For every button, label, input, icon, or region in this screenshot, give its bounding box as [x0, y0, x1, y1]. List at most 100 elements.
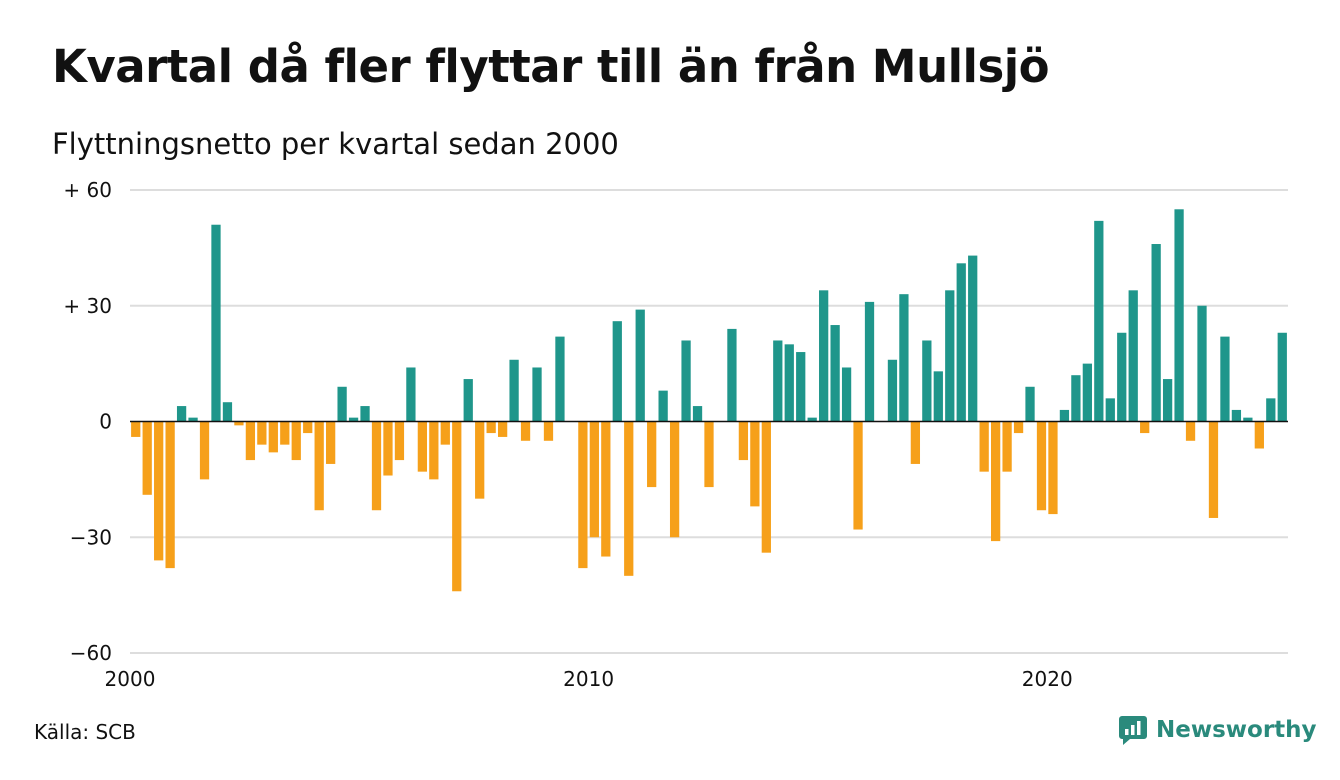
bar: [968, 255, 978, 422]
bar: [669, 421, 680, 538]
source-note: Källa: SCB: [34, 720, 136, 744]
y-tick-label: −30: [70, 525, 112, 549]
bar: [555, 336, 565, 422]
bar: [314, 421, 324, 511]
bar: [520, 421, 531, 441]
bar: [1243, 417, 1253, 422]
bar: [268, 421, 278, 453]
bar: [371, 421, 382, 511]
bar: [945, 290, 955, 422]
bar: [1220, 336, 1230, 422]
newsworthy-logo-icon: [1119, 716, 1147, 745]
bar: [933, 371, 943, 422]
bar: [807, 417, 817, 422]
bar: [1025, 386, 1035, 422]
bar: [280, 421, 290, 445]
bar: [1082, 363, 1092, 422]
bar: [337, 386, 347, 422]
bar: [303, 421, 313, 434]
bar: [922, 340, 932, 422]
bar: [1105, 398, 1115, 422]
bar: [681, 340, 691, 422]
bar: [475, 421, 485, 499]
bar: [1036, 421, 1047, 511]
bar: [819, 290, 829, 422]
bar: [1185, 421, 1196, 441]
bar: [647, 421, 657, 488]
bar: [1208, 421, 1219, 518]
bar: [1151, 244, 1161, 422]
bar: [245, 421, 256, 461]
bar: [853, 421, 863, 530]
bar: [211, 224, 221, 422]
chart-title: Kvartal då fler flyttar till än från Mul…: [52, 40, 1050, 93]
bar: [601, 421, 611, 557]
bar: [1254, 421, 1264, 449]
bar: [956, 263, 966, 422]
bar: [1162, 379, 1173, 422]
bar: [624, 421, 634, 576]
bar: [543, 421, 554, 441]
bar: [1059, 409, 1070, 422]
bar: [830, 325, 840, 422]
y-tick-label: 0: [99, 410, 112, 434]
y-tick-label: + 60: [63, 178, 112, 202]
bar: [176, 406, 187, 422]
bar: [727, 328, 737, 422]
x-tick-label: 2000: [105, 667, 156, 691]
bar: [1071, 375, 1081, 422]
bars: [131, 209, 1287, 592]
bar: [429, 421, 439, 480]
bar: [773, 340, 783, 422]
bar: [979, 421, 989, 472]
bar: [1197, 305, 1207, 422]
bar: [887, 359, 898, 422]
bar: [761, 421, 771, 553]
bar: [406, 367, 416, 422]
bar: [199, 421, 210, 480]
x-tick-label: 2010: [563, 667, 614, 691]
bar: [1174, 209, 1184, 422]
bar: [234, 421, 244, 426]
bar: [463, 379, 473, 422]
bar: [578, 421, 588, 569]
chart-subtitle: Flyttningsnetto per kvartal sedan 2000: [52, 127, 619, 161]
bar: [796, 352, 806, 422]
bar: [257, 421, 267, 445]
bar: [991, 421, 1001, 542]
bar: [486, 421, 496, 434]
bar: [348, 417, 359, 422]
y-tick-label: + 30: [63, 294, 112, 318]
bar: [612, 321, 622, 422]
bar: [222, 402, 233, 422]
bar: [394, 421, 405, 461]
bar: [383, 421, 393, 476]
bar: [738, 421, 749, 461]
bar: [1048, 421, 1058, 515]
bar: [497, 421, 508, 437]
bar: [188, 417, 198, 422]
bar: [864, 301, 875, 422]
bar: [704, 421, 714, 488]
bar: [1266, 398, 1276, 422]
bar: [910, 421, 921, 464]
bar: [1128, 290, 1138, 422]
bar: [452, 421, 462, 592]
bar: [1013, 421, 1024, 434]
bar: [899, 294, 909, 422]
brand-logo: Newsworthy: [1118, 714, 1317, 746]
bar: [635, 309, 645, 422]
bar: [1094, 220, 1104, 422]
x-tick-label: 2020: [1022, 667, 1073, 691]
bar: [165, 421, 175, 569]
bar: [750, 421, 760, 507]
bar: [1277, 332, 1287, 422]
brand-name: Newsworthy: [1156, 717, 1317, 743]
bar: [1117, 332, 1127, 422]
bar: [1002, 421, 1012, 472]
bar: [417, 421, 427, 472]
bar: [509, 359, 519, 422]
bar: [326, 421, 336, 464]
